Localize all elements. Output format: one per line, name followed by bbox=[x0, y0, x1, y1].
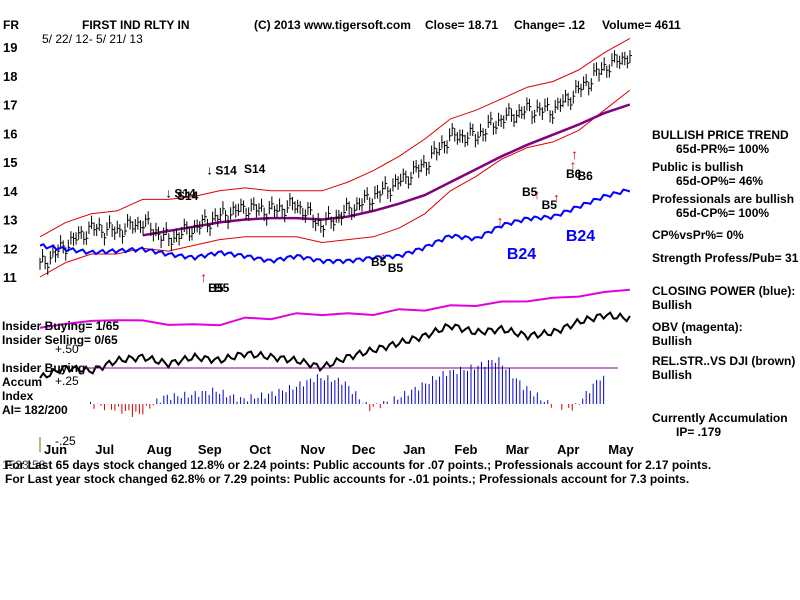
month-label: Oct bbox=[249, 442, 271, 457]
obv-label: OBV (magenta): bbox=[652, 320, 743, 334]
buy-signal-label: B5 bbox=[208, 281, 224, 295]
month-label: Jan bbox=[403, 442, 425, 457]
y-tick-label: 13 bbox=[3, 213, 17, 228]
month-label: Jul bbox=[95, 442, 114, 457]
signal-b24-label: B24 bbox=[566, 228, 595, 245]
buy-signal-arrow: ↑ bbox=[497, 212, 504, 228]
relstr-value: Bullish bbox=[652, 368, 693, 382]
ai-label: AI= 182/200 bbox=[2, 403, 68, 417]
signal-b5-label: B5 bbox=[214, 281, 230, 295]
month-label: Feb bbox=[454, 442, 477, 457]
month-label: Apr bbox=[557, 442, 579, 457]
month-label: Jun bbox=[44, 442, 67, 457]
copyright: (C) 2013 www.tigersoft.com bbox=[254, 18, 411, 32]
signal-b6-label: B6 bbox=[566, 167, 582, 181]
obv-line bbox=[39, 288, 630, 329]
closing-power-line bbox=[39, 188, 631, 265]
moving-average-line bbox=[142, 103, 631, 237]
accum-plus50: +.50 bbox=[55, 342, 79, 356]
y-tick-label: 11 bbox=[3, 270, 17, 285]
close-price: Close= 18.71 bbox=[425, 18, 499, 32]
relstr-line bbox=[39, 311, 631, 379]
buy-signal-label: B5 bbox=[388, 261, 404, 275]
buy-signal-arrow: ↑ bbox=[571, 146, 578, 162]
y-tick-label: 17 bbox=[3, 98, 17, 113]
cp-value: 65d-CP%= 100% bbox=[676, 206, 770, 220]
sell-signal-label: S14 bbox=[174, 187, 196, 201]
accum-status: Currently Accumulation bbox=[652, 411, 788, 425]
obv-value: Bullish bbox=[652, 334, 693, 348]
footer-65day: For Last 65 days stock changed 12.8% or … bbox=[5, 458, 712, 472]
buy-signal-arrow: ↑ bbox=[553, 189, 560, 205]
accum-plus25: +.25 bbox=[55, 374, 79, 388]
signal-b24-label: B24 bbox=[507, 246, 536, 263]
op-value: 65d-OP%= 46% bbox=[676, 174, 764, 188]
signal-b5-label: B5 bbox=[371, 255, 387, 269]
insider-selling-count: Insider Selling= 0/65 bbox=[2, 333, 118, 347]
public-bullish: Public is bullish bbox=[652, 160, 744, 174]
month-label: Mar bbox=[506, 442, 529, 457]
y-tick-label: 14 bbox=[3, 184, 18, 199]
volume: Volume= 4611 bbox=[602, 18, 681, 32]
relstr-label: REL.STR..VS DJI (brown) bbox=[652, 354, 796, 368]
signal-s14-label: S14 bbox=[177, 189, 199, 203]
y-tick-label: 18 bbox=[3, 69, 17, 84]
price-change: Change= .12 bbox=[514, 18, 586, 32]
pr-value: 65d-PR%= 100% bbox=[676, 142, 770, 156]
strength-ratio: Strength Profess/Pub= 31 bbox=[652, 251, 799, 265]
accum-label: Accum bbox=[2, 375, 43, 389]
sell-signal-arrow: ↓ bbox=[165, 186, 172, 201]
stock-name: FIRST IND RLTY IN bbox=[82, 18, 190, 32]
footer-year: For Last year stock changed 62.8% or 7.2… bbox=[5, 472, 690, 486]
insider-buying-label: Insider Buying bbox=[2, 361, 86, 375]
y-tick-label: 12 bbox=[3, 241, 17, 256]
buy-signal-label: B5 bbox=[542, 198, 558, 212]
y-tick-label: 16 bbox=[3, 126, 17, 141]
index-label: Index bbox=[2, 389, 34, 403]
closing-power-value: Bullish bbox=[652, 298, 693, 312]
pros-bullish: Professionals are bullish bbox=[652, 192, 795, 206]
accum-minus25: -.25 bbox=[55, 434, 76, 448]
buy-signal-arrow: ↑ bbox=[570, 157, 577, 173]
buy-signal-arrow: ↑ bbox=[380, 249, 387, 265]
date-range: 5/ 22/ 12- 5/ 21/ 13 bbox=[42, 32, 143, 46]
cp-vs-pr: CP%vsPr%= 0% bbox=[652, 228, 744, 242]
ip-value: IP= .179 bbox=[676, 425, 722, 439]
month-label: Nov bbox=[301, 442, 326, 457]
ticker: FR bbox=[3, 18, 19, 32]
sell-signal-arrow: ↓ bbox=[206, 163, 213, 178]
upper-band-line bbox=[39, 37, 631, 238]
month-label: May bbox=[608, 442, 634, 457]
month-label: Sep bbox=[198, 442, 222, 457]
buy-signal-label: B6 bbox=[578, 169, 594, 183]
y-tick-label: 19 bbox=[3, 40, 17, 55]
buy-signal-arrow: ↑ bbox=[200, 269, 207, 285]
signal-b5-label: B5 bbox=[522, 185, 538, 199]
month-label: Aug bbox=[147, 442, 172, 457]
month-label: Dec bbox=[352, 442, 376, 457]
signal-s14-label: S14 bbox=[244, 162, 266, 176]
buy-signal-arrow: ↑ bbox=[534, 186, 541, 202]
y-tick-label: 15 bbox=[3, 155, 17, 170]
obscured-value: 1533:58 bbox=[2, 458, 46, 472]
sell-signal-label: S14 bbox=[215, 164, 237, 178]
closing-power-label: CLOSING POWER (blue): bbox=[652, 284, 796, 298]
insider-buying-count: Insider Buying= 1/65 bbox=[2, 319, 120, 333]
bullish-trend: BULLISH PRICE TREND bbox=[652, 128, 789, 142]
